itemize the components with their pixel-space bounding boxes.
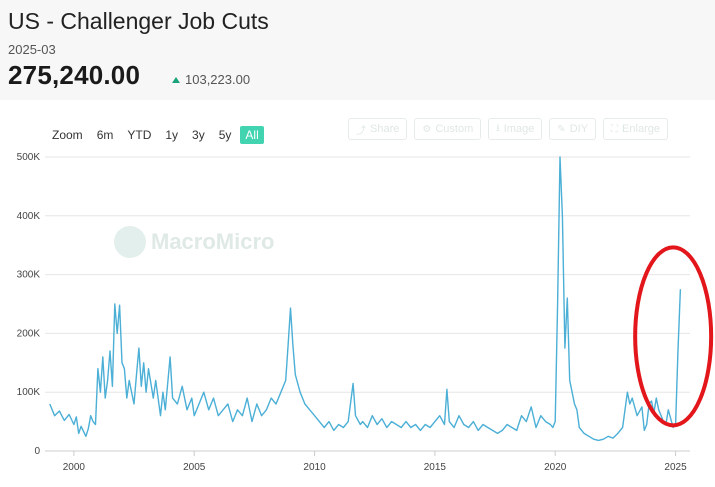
custom-label: Custom <box>435 123 474 135</box>
custom-button[interactable]: ⚙ Custom <box>414 118 482 140</box>
diy-label: DIY <box>569 123 589 135</box>
enlarge-button[interactable]: ⛶ Enlarge <box>603 118 668 140</box>
watermark-logo: MacroMicro <box>114 226 274 258</box>
zoom-label: Zoom <box>52 128 83 142</box>
chart-title: US - Challenger Job Cuts <box>8 8 269 34</box>
y-tick-label: 500K <box>17 152 41 163</box>
range-3y-button[interactable]: 3y <box>192 128 205 142</box>
range-ytd-button[interactable]: YTD <box>127 128 152 142</box>
range-5y-button[interactable]: 5y <box>218 128 232 142</box>
y-tick-label: 300K <box>17 270 41 281</box>
y-tick-label: 400K <box>17 211 41 222</box>
y-tick-label: 0 <box>34 446 40 457</box>
range-all-button[interactable]: All <box>240 126 264 144</box>
x-tick-label: 2015 <box>424 462 447 473</box>
range-1y-button[interactable]: 1y <box>165 128 179 142</box>
y-tick-label: 200K <box>17 328 41 339</box>
latest-value: 275,240.00 <box>8 60 141 90</box>
chart-series <box>49 156 682 442</box>
y-axis-ticks: 0 100K 200K 300K 400K 500K <box>17 152 41 457</box>
latest-date: 2025-03 <box>8 42 56 57</box>
watermark-text: MacroMicro <box>151 229 275 254</box>
y-tick-label: 100K <box>17 387 41 398</box>
share-icon: ⤴ <box>356 125 366 137</box>
change-indicator: 103,223.00 <box>172 72 250 87</box>
x-tick-label: 2025 <box>664 462 687 473</box>
x-tick-label: 2020 <box>544 462 567 473</box>
chart-grid <box>45 156 690 452</box>
range-6m-button[interactable]: 6m <box>96 128 114 142</box>
chart-toolbar: ⤴ Share ⚙ Custom ⭳ Image ✎ DIY ⛶ Enlarge <box>348 118 668 140</box>
highlight-ellipse <box>633 245 714 428</box>
pencil-icon: ✎ <box>557 123 566 135</box>
x-tick-label: 2010 <box>303 462 326 473</box>
enlarge-label: Enlarge <box>622 123 660 135</box>
gear-icon: ⚙ <box>422 123 432 135</box>
x-tick-label: 2000 <box>63 462 86 473</box>
range-selector: Zoom 6m YTD 1y 3y 5y All <box>52 126 268 144</box>
diy-button[interactable]: ✎ DIY <box>549 118 597 140</box>
image-label: Image <box>503 123 535 135</box>
share-button[interactable]: ⤴ Share <box>348 118 408 140</box>
watermark-icon <box>114 226 146 258</box>
chart-annotations <box>633 245 714 428</box>
x-tick-label: 2005 <box>183 462 206 473</box>
x-axis-ticks: 2000 2005 2010 2015 2020 2025 <box>45 450 690 473</box>
download-icon: ⭳ <box>496 122 500 134</box>
expand-icon: ⛶ <box>611 123 619 135</box>
image-button[interactable]: ⭳ Image <box>488 118 543 140</box>
chart-header: US - Challenger Job Cuts 2025-03 275,240… <box>0 0 715 100</box>
share-label: Share <box>370 123 400 135</box>
series-line <box>49 156 682 442</box>
up-arrow-icon <box>172 76 180 83</box>
change-value: 103,223.00 <box>185 72 251 87</box>
